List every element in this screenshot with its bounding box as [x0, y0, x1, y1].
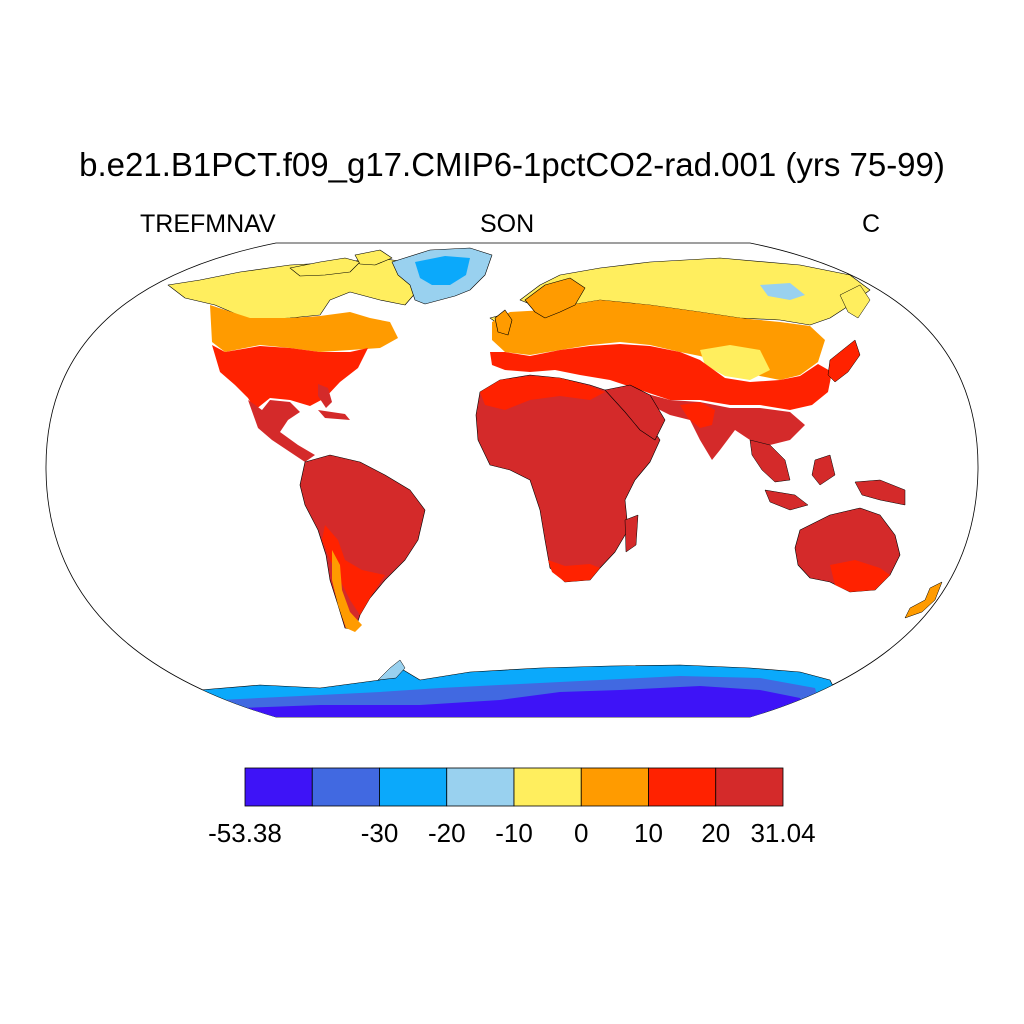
units-label: C — [862, 210, 881, 238]
colorbar-swatch — [715, 767, 784, 807]
new-guinea — [854, 479, 906, 506]
south-asia — [640, 392, 805, 460]
colorbar-tick-label: 31.04 — [750, 818, 816, 848]
madagascar — [624, 514, 639, 553]
colorbar-swatch — [379, 767, 448, 807]
north-america-band-10 — [210, 305, 398, 352]
south-america-band-20 — [322, 525, 385, 615]
colorbar-swatch — [513, 767, 582, 807]
north-africa-band-20 — [480, 376, 605, 410]
arctic-islands-1 — [289, 257, 361, 277]
colorbar-tick-label: 20 — [701, 818, 731, 848]
colorbar-tick-label: -20 — [427, 818, 466, 848]
antarctica-band-coldest — [240, 686, 805, 717]
new-zealand — [904, 581, 943, 619]
antarctica — [199, 659, 841, 717]
central-america — [248, 400, 315, 462]
southeast-asia — [749, 439, 791, 483]
africa — [475, 374, 666, 583]
colorbar-swatch — [446, 767, 515, 807]
florida — [318, 384, 332, 408]
siberia-lake — [760, 283, 805, 300]
season-label: SON — [480, 210, 535, 238]
south-america — [299, 454, 426, 632]
colorbar-swatch — [580, 767, 649, 807]
arctic-islands-2 — [354, 249, 393, 266]
india-band-20 — [680, 402, 715, 428]
scandinavia — [524, 277, 586, 319]
japan — [827, 339, 861, 383]
north-america-band-20 — [212, 345, 368, 410]
colorbar-swatch — [648, 767, 717, 807]
british-isles — [494, 309, 513, 336]
cuba — [318, 410, 350, 420]
indonesia-2 — [811, 454, 836, 486]
south-africa-band-20 — [548, 560, 600, 582]
colorbar-tick-label: 10 — [634, 818, 663, 848]
australia-band-20 — [830, 560, 890, 592]
mongolia-region — [700, 345, 770, 380]
variable-label: TREFMNAV — [140, 210, 276, 238]
kamchatka — [839, 284, 871, 319]
north-america — [167, 257, 419, 462]
colorbar-tick-label: -30 — [360, 818, 399, 848]
colorbar-swatch — [244, 767, 313, 807]
africa-main — [475, 374, 661, 583]
arabia — [604, 384, 666, 441]
eurasia — [490, 257, 871, 483]
colorbar-swatch — [311, 767, 380, 807]
south-america-band-10 — [332, 550, 362, 632]
colorbar-tick-label: -10 — [495, 818, 533, 848]
indonesia-1 — [764, 489, 809, 511]
colorbar — [244, 767, 784, 807]
greenland-interior — [415, 256, 470, 285]
colorbar-tick-label: 0 — [574, 818, 589, 848]
colorbar-tick-label: -53.38 — [208, 818, 282, 848]
antarctic-peninsula — [377, 659, 406, 681]
eurasia-band-20 — [490, 344, 832, 410]
map-title: b.e21.B1PCT.f09_g17.CMIP6-1pctCO2-rad.00… — [79, 146, 945, 183]
